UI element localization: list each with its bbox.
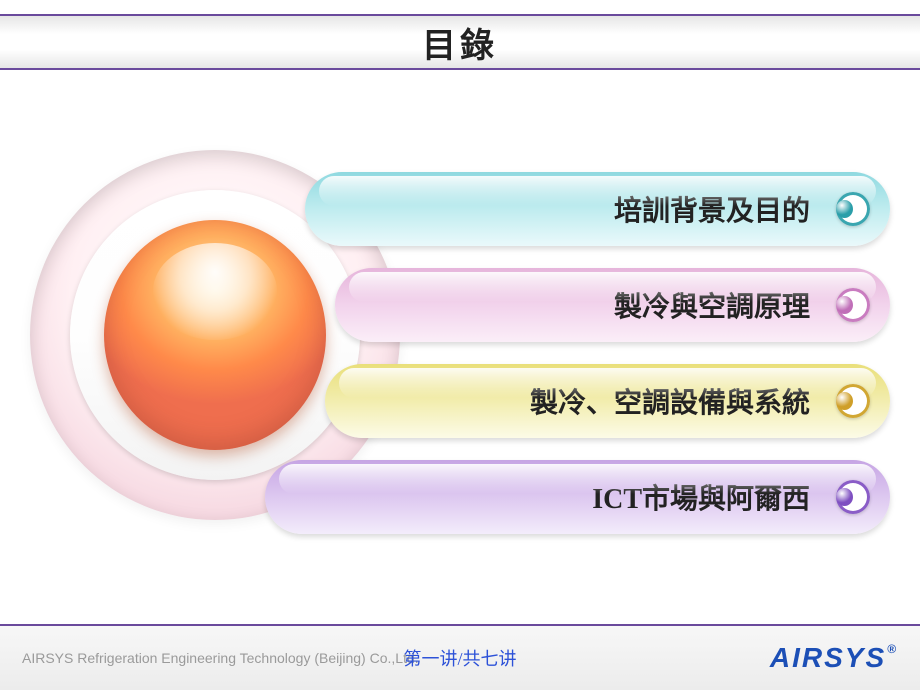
bullet-dot <box>836 200 853 218</box>
bullet-dot <box>836 392 853 410</box>
footer-logo: AIRSYS® <box>770 642 898 674</box>
content-area: 培訓背景及目的製冷與空調原理製冷、空調設備與系統 ICT市場與阿爾西 <box>0 120 920 620</box>
bullet-icon <box>836 480 870 514</box>
bullet-dot <box>836 488 853 506</box>
toc-item-label: ICT市場與阿爾西 <box>592 477 810 517</box>
toc-item-2[interactable]: 製冷與空調原理 <box>335 268 890 342</box>
footer-pager: 第一讲/共七讲 <box>403 645 516 671</box>
toc-item-3[interactable]: 製冷、空調設備與系統 <box>325 364 890 438</box>
footer: AIRSYS Refrigeration Engineering Technol… <box>0 626 920 690</box>
toc-item-label: 培訓背景及目的 <box>614 189 810 229</box>
orb-core <box>104 220 326 450</box>
bullet-icon <box>836 384 870 418</box>
toc-item-label: 製冷、空調設備與系統 <box>530 381 810 421</box>
footer-company: AIRSYS Refrigeration Engineering Technol… <box>22 650 419 666</box>
toc-item-label: 製冷與空調原理 <box>614 285 810 325</box>
title-band: 目錄 <box>0 14 920 70</box>
toc-item-1[interactable]: 培訓背景及目的 <box>305 172 890 246</box>
footer-logo-text: AIRSYS <box>770 642 886 673</box>
bullet-dot <box>836 296 853 314</box>
registered-icon: ® <box>887 642 898 656</box>
bullet-icon <box>836 288 870 322</box>
toc-item-4[interactable]: ICT市場與阿爾西 <box>265 460 890 534</box>
bullet-icon <box>836 192 870 226</box>
page-title: 目錄 <box>422 18 498 67</box>
